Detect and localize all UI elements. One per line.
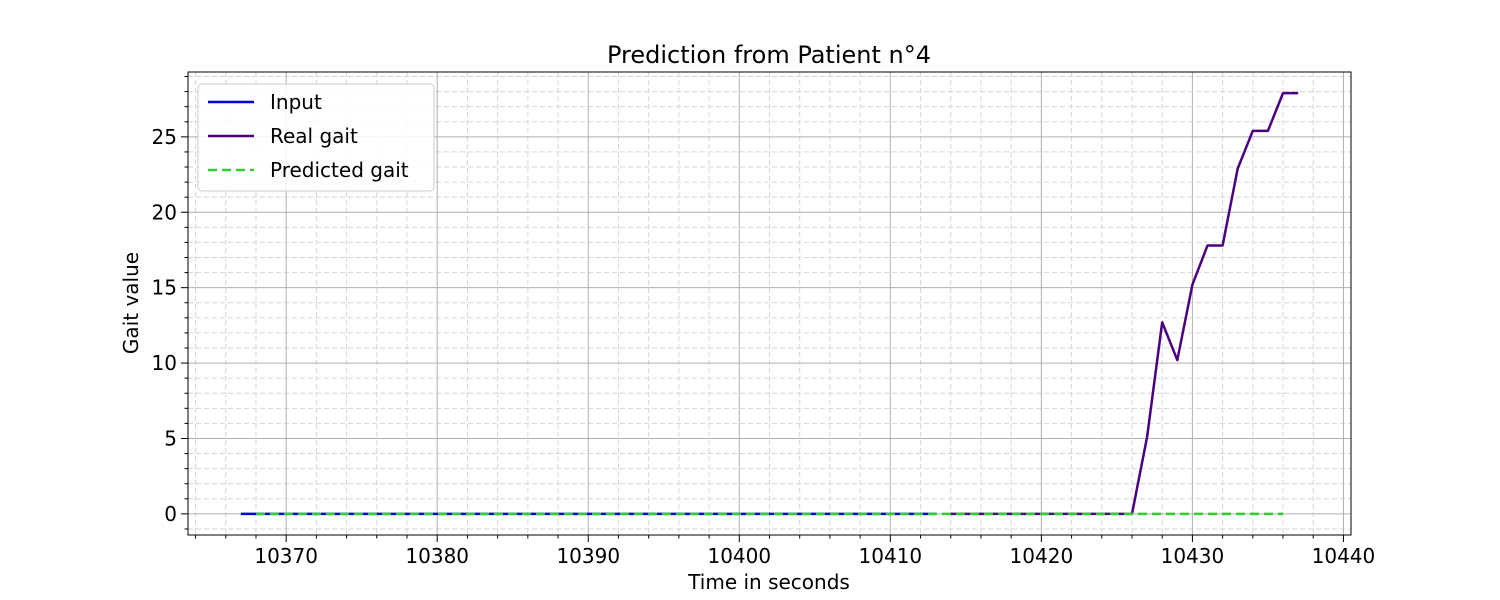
legend: Input Real gait Predicted gait bbox=[197, 83, 435, 192]
x-axis-label: Time in seconds bbox=[687, 570, 850, 594]
legend-label-real-gait: Real gait bbox=[270, 124, 358, 148]
x-tick-label: 10430 bbox=[1161, 544, 1225, 568]
y-tick-label: 25 bbox=[152, 125, 177, 149]
series-layer bbox=[240, 91, 1299, 516]
series-line-real-gait bbox=[950, 91, 1299, 516]
y-tick-label: 20 bbox=[152, 200, 177, 224]
x-tick-label: 10410 bbox=[859, 544, 923, 568]
y-axis-label: Gait value bbox=[119, 252, 143, 354]
y-tick-label: 15 bbox=[152, 276, 177, 300]
legend-label-predicted-gait: Predicted gait bbox=[270, 158, 409, 182]
chart-title: Prediction from Patient n°4 bbox=[607, 41, 931, 69]
x-tick-label: 10440 bbox=[1312, 544, 1376, 568]
x-tick-label: 10420 bbox=[1010, 544, 1074, 568]
legend-box bbox=[197, 83, 435, 192]
y-tick-label: 10 bbox=[152, 351, 177, 375]
axis-ticks bbox=[181, 76, 1344, 542]
axis-tick-labels: 10370 10380 10390 10400 10410 10420 10430 10440… bbox=[152, 125, 1376, 568]
x-tick-label: 10380 bbox=[405, 544, 469, 568]
legend-label-input: Input bbox=[270, 90, 322, 114]
x-tick-label: 10390 bbox=[556, 544, 620, 568]
x-tick-label: 10400 bbox=[707, 544, 771, 568]
y-tick-label: 0 bbox=[164, 502, 177, 526]
y-tick-label: 5 bbox=[164, 426, 177, 450]
x-tick-label: 10370 bbox=[254, 544, 318, 568]
